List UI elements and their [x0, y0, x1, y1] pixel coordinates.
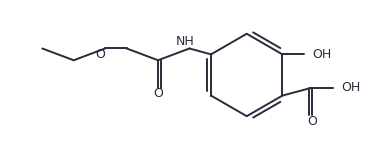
Text: O: O: [153, 87, 163, 100]
Text: O: O: [95, 48, 105, 61]
Text: O: O: [307, 115, 317, 128]
Text: OH: OH: [341, 81, 361, 94]
Text: NH: NH: [176, 35, 195, 48]
Text: OH: OH: [312, 48, 331, 61]
